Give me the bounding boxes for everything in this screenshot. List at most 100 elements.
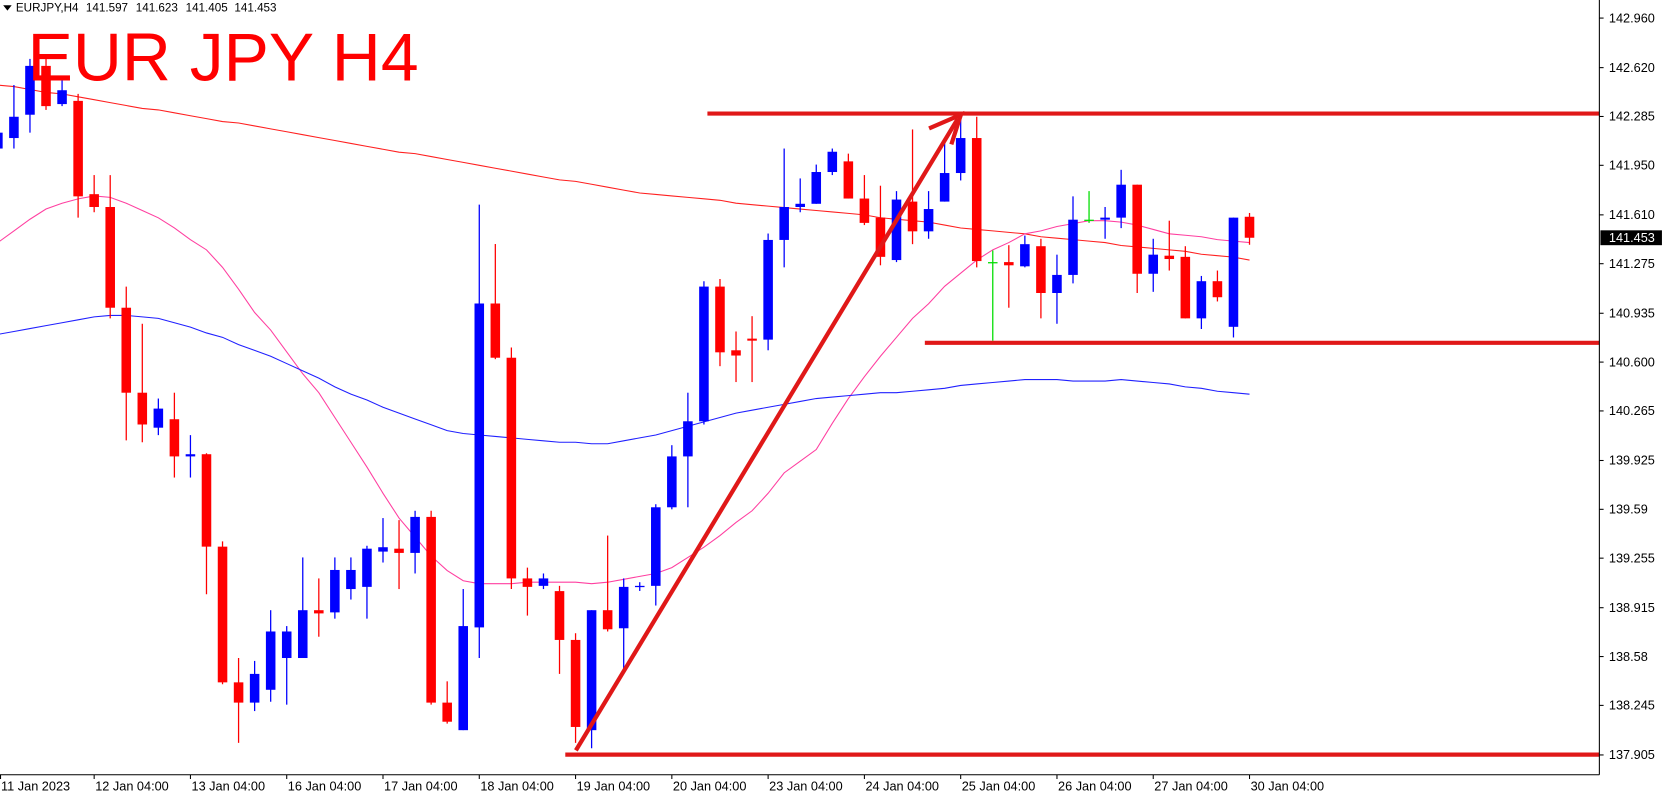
candle-body bbox=[843, 161, 854, 199]
x-tick-label: 11 Jan 2023 bbox=[1, 779, 70, 794]
candle-body bbox=[217, 546, 228, 683]
header-low: 141.405 bbox=[186, 2, 228, 15]
candle-body bbox=[522, 578, 533, 587]
candle-body bbox=[971, 138, 982, 262]
candle-body bbox=[121, 307, 132, 393]
axes: 142.960 142.620 142.285 141.950 141.610 141.2… bbox=[0, 10, 1662, 794]
candle-body bbox=[1196, 281, 1207, 319]
candle-body bbox=[891, 199, 902, 261]
header-close: 141.453 bbox=[234, 2, 276, 15]
candle-body bbox=[651, 507, 661, 586]
y-tick-label: 140.265 bbox=[1609, 403, 1655, 418]
candle-body bbox=[667, 456, 677, 508]
moving-average bbox=[0, 84, 1250, 261]
candle-body bbox=[490, 303, 501, 358]
candle-body bbox=[795, 203, 805, 207]
candle-body bbox=[153, 408, 164, 428]
y-tick-label: 139.255 bbox=[1609, 550, 1655, 565]
candle-body bbox=[875, 217, 886, 257]
candle-body bbox=[506, 357, 517, 579]
x-tick-label: 16 Jan 04:00 bbox=[288, 779, 362, 794]
candle-body bbox=[811, 172, 822, 204]
candle-body bbox=[57, 90, 67, 105]
candle-body bbox=[538, 578, 549, 586]
candle-body bbox=[1036, 246, 1046, 293]
candle-body bbox=[602, 610, 613, 630]
candle-body bbox=[1212, 281, 1223, 298]
y-tick-label: 138.245 bbox=[1609, 698, 1655, 713]
candle-body bbox=[988, 262, 998, 264]
y-tick-label: 140.935 bbox=[1609, 306, 1655, 321]
candle-body bbox=[249, 673, 260, 703]
y-tick-label: 141.275 bbox=[1609, 256, 1655, 271]
candle-body bbox=[1164, 255, 1175, 260]
y-tick-label: 141.610 bbox=[1609, 207, 1655, 222]
candle-body bbox=[1052, 274, 1062, 293]
y-tick-label: 142.620 bbox=[1609, 60, 1655, 75]
candle-body bbox=[1068, 219, 1078, 275]
candle-body bbox=[1228, 217, 1239, 327]
x-tick-label: 30 Jan 04:00 bbox=[1251, 779, 1325, 794]
candle-body bbox=[281, 631, 292, 659]
candle-body bbox=[346, 569, 356, 590]
candle-body bbox=[362, 548, 372, 587]
candle-body bbox=[859, 198, 870, 223]
candle-body bbox=[185, 454, 196, 457]
candle-body bbox=[1116, 184, 1126, 218]
arrow-head bbox=[928, 110, 965, 145]
candle-body bbox=[715, 286, 725, 353]
candle-body bbox=[939, 173, 950, 202]
candle-body bbox=[683, 421, 693, 457]
price-box bbox=[1600, 230, 1662, 246]
y-tick-label: 138.58 bbox=[1609, 649, 1648, 664]
candle-body bbox=[1100, 217, 1110, 220]
y-tick-label: 137.905 bbox=[1609, 747, 1655, 762]
y-tick-label: 139.59 bbox=[1609, 502, 1648, 517]
candle-body bbox=[41, 65, 51, 107]
candle-body bbox=[586, 610, 597, 731]
y-tick-label: 142.285 bbox=[1609, 109, 1655, 124]
candle-body bbox=[1132, 184, 1142, 274]
y-tick-label: 139.925 bbox=[1609, 453, 1655, 468]
candle-body bbox=[699, 286, 709, 422]
header-high: 141.623 bbox=[136, 2, 178, 15]
x-tick-label: 20 Jan 04:00 bbox=[673, 779, 747, 794]
candle-body bbox=[570, 639, 581, 727]
candle-body bbox=[105, 206, 115, 308]
candle-body bbox=[554, 591, 565, 640]
candle-body bbox=[169, 419, 180, 457]
x-tick-label: 23 Jan 04:00 bbox=[769, 779, 843, 794]
x-tick-label: 27 Jan 04:00 bbox=[1154, 779, 1228, 794]
candle-body bbox=[618, 586, 629, 629]
x-tick-label: 18 Jan 04:00 bbox=[480, 779, 554, 794]
plot-area bbox=[0, 58, 1255, 749]
candle-body bbox=[1004, 262, 1014, 266]
candle-body bbox=[9, 116, 19, 139]
y-tick-label: 140.600 bbox=[1609, 354, 1655, 369]
menu-triangle bbox=[3, 5, 12, 11]
y-tick-label: 141.950 bbox=[1609, 158, 1655, 173]
x-tick-label: 13 Jan 04:00 bbox=[191, 779, 265, 794]
moving-average bbox=[0, 314, 1250, 445]
candle-body bbox=[314, 610, 324, 614]
x-tick-label: 19 Jan 04:00 bbox=[577, 779, 651, 794]
candle-body bbox=[923, 209, 934, 232]
candle-body bbox=[297, 610, 308, 659]
candle-body bbox=[378, 547, 388, 552]
candle-body bbox=[201, 454, 212, 547]
candle-body bbox=[89, 194, 99, 207]
candle-body bbox=[265, 631, 276, 690]
candle-body bbox=[1020, 244, 1030, 267]
candle-body bbox=[426, 516, 436, 703]
candle-body bbox=[1180, 256, 1191, 319]
trend-arrow bbox=[574, 117, 960, 752]
candle-body bbox=[747, 338, 757, 341]
candle-body bbox=[634, 585, 645, 588]
y-tick-label: 142.960 bbox=[1609, 10, 1655, 25]
candle-body bbox=[907, 201, 918, 232]
x-tick-label: 25 Jan 04:00 bbox=[962, 779, 1036, 794]
candle-body bbox=[0, 132, 3, 149]
price-box-label: 141.453 bbox=[1609, 230, 1655, 245]
candle-body bbox=[330, 569, 340, 613]
candle-body bbox=[442, 702, 452, 722]
